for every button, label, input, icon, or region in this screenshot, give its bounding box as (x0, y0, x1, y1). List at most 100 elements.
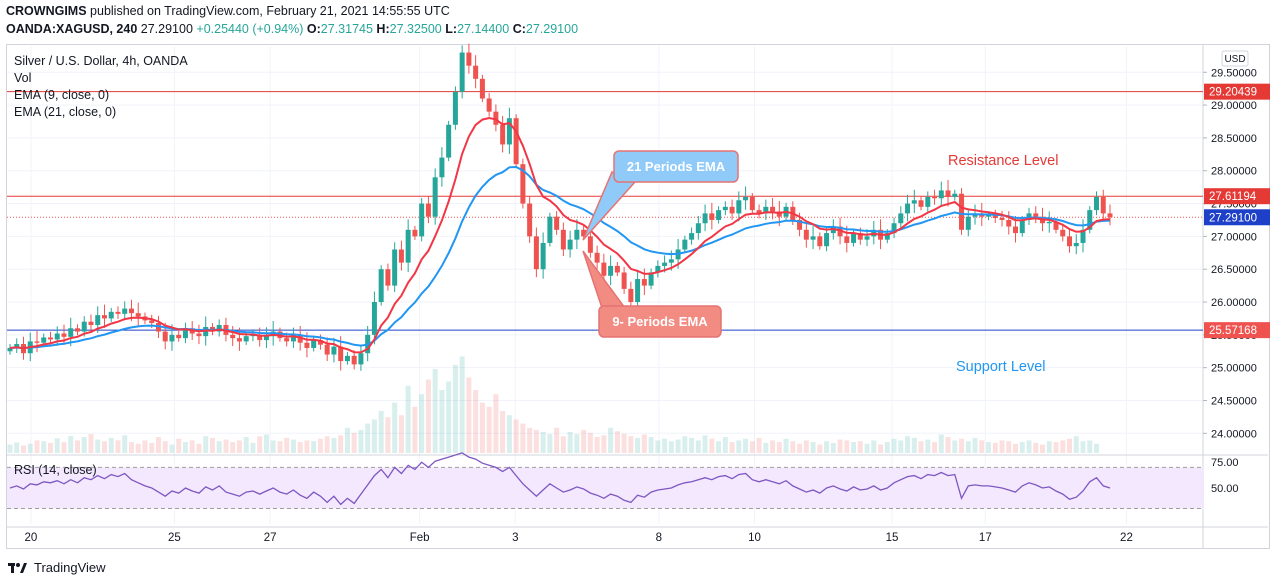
y-tick-label: 26.00000 (1211, 297, 1257, 309)
volume-bar (763, 442, 769, 453)
currency-box (1221, 50, 1249, 67)
candle-body (230, 334, 236, 339)
candle-body (945, 190, 951, 197)
volume-bar (594, 437, 600, 453)
candle-body (736, 200, 742, 214)
candle-body (824, 233, 830, 247)
support-annotation: Support Level (956, 359, 1045, 375)
candle-body (263, 336, 269, 341)
candle-body (817, 236, 823, 247)
volume-bar (446, 381, 452, 453)
candle-body (986, 215, 992, 217)
volume-bar (999, 440, 1005, 453)
candle-body (662, 262, 668, 266)
candle-body (419, 203, 425, 237)
candle-body (1094, 196, 1100, 211)
volume-bar (668, 441, 674, 453)
candle-body (459, 52, 465, 92)
candle-body (473, 65, 479, 79)
volume-bar (128, 442, 134, 453)
low-label: L: (445, 22, 458, 36)
x-tick-label: 15 (886, 532, 899, 544)
currency-label: USD (1224, 54, 1245, 65)
volume-bar (797, 443, 803, 453)
ema9-line (9, 116, 1111, 354)
open-value: 27.31745 (320, 22, 373, 36)
y-tick-label: 27.00000 (1211, 231, 1257, 243)
volume-bar (716, 441, 722, 453)
publisher-name: CROWNGIMS (6, 4, 87, 18)
candle-body (999, 217, 1005, 220)
volume-bar (250, 442, 256, 453)
x-tick-label: 22 (1120, 532, 1133, 544)
candle-body (284, 338, 290, 342)
volume-bar (466, 377, 472, 453)
candle-body (34, 341, 40, 343)
volume-bar (182, 442, 188, 453)
y-tick-label: 25.00000 (1211, 363, 1257, 375)
candle-body (1013, 226, 1019, 234)
candle-body (1060, 229, 1066, 237)
candle-body (317, 340, 323, 345)
volume-bar (803, 440, 809, 453)
ema9-callout-text: 9- Periods EMA (612, 314, 708, 329)
volume-bar (857, 441, 863, 453)
candle-body (358, 353, 364, 365)
candle-body (182, 328, 188, 339)
volume-bar (297, 442, 303, 453)
volume-bar (864, 443, 870, 453)
volume-bar (7, 444, 13, 453)
candle-body (41, 337, 47, 343)
volume-bar (1006, 441, 1012, 453)
volume-bar (135, 443, 141, 453)
candle-body (729, 206, 735, 214)
volume-bar (709, 438, 715, 453)
volume-bar (95, 439, 101, 453)
chart-frame (6, 44, 1270, 549)
candle-body (1100, 196, 1106, 214)
volume-bar (851, 442, 857, 453)
x-tick-label: 8 (656, 532, 662, 544)
volume-bar (81, 437, 87, 453)
volume-bar (493, 394, 499, 453)
volume-bar (641, 434, 647, 453)
ema21-callout-box (613, 150, 739, 183)
candle-body (1087, 210, 1093, 230)
candle-body (709, 213, 715, 220)
volume-bar (662, 438, 668, 453)
volume-bar (905, 436, 911, 453)
candle-body (493, 111, 499, 125)
candle-body (1107, 213, 1113, 218)
candle-body (392, 249, 398, 286)
y-tick-label: 29.50000 (1211, 67, 1257, 79)
candle-body (992, 215, 998, 218)
publish-info: published on TradingView.com, February 2… (90, 4, 450, 18)
tradingview-footer[interactable]: TradingView (8, 560, 106, 575)
volume-bar (911, 437, 917, 453)
candle-body (797, 219, 803, 230)
candle-body (7, 347, 13, 352)
volume-bar (932, 442, 938, 453)
volume-bar (938, 434, 944, 453)
y-tick-label: 24.50000 (1211, 395, 1257, 407)
volume-bar (412, 406, 418, 453)
ohlc-line: OANDA:XAGUSD, 240 27.29100 +0.25440 (+0.… (6, 22, 578, 36)
volume-bar (1087, 440, 1093, 453)
candle-body (479, 78, 485, 99)
volume-bar (41, 441, 47, 453)
x-tick-label: 10 (748, 532, 761, 544)
volume-bar (230, 442, 236, 453)
volume-bar (344, 427, 350, 453)
candle-body (311, 340, 317, 348)
high-value: 27.32500 (389, 22, 442, 36)
volume-bar (918, 441, 924, 453)
legend-ema9: EMA (9, close, 0) (14, 88, 110, 102)
y-tick-label: 24.00000 (1211, 428, 1257, 440)
candle-body (1033, 213, 1039, 217)
price-tag (1204, 322, 1270, 339)
volume-bar (358, 429, 364, 453)
price-tag (1204, 209, 1270, 226)
candle-body (331, 346, 337, 355)
candle-body (243, 336, 249, 342)
